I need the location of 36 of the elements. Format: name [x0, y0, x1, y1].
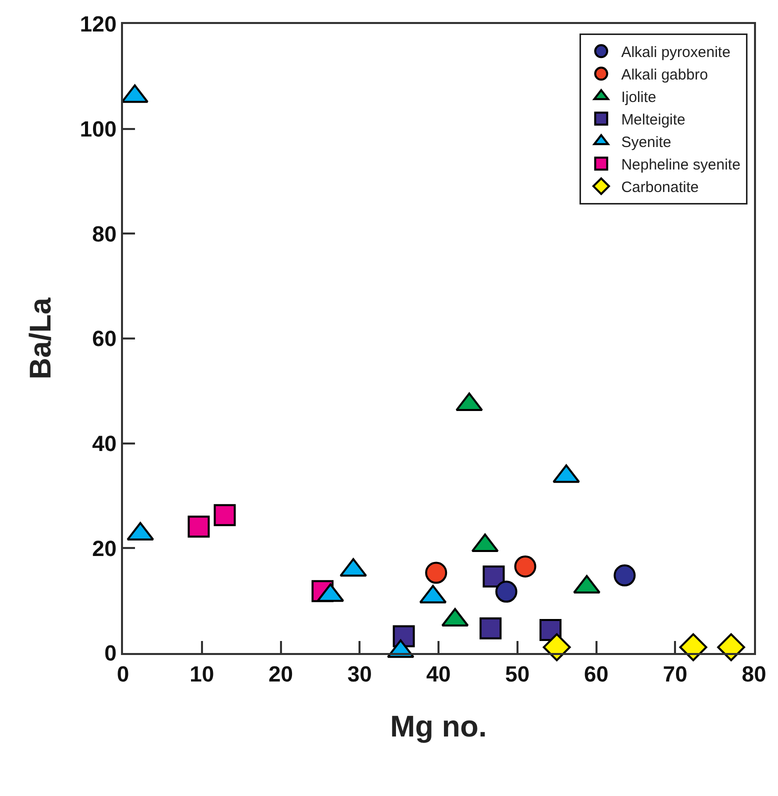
point: [495, 580, 518, 603]
y-tick-label: 100: [80, 116, 117, 142]
point: [679, 633, 708, 662]
point: [542, 633, 571, 662]
point: [188, 516, 210, 538]
point: [614, 564, 636, 586]
legend-label: Nepheline syenite: [621, 156, 740, 174]
x-tick-label: 10: [190, 661, 214, 686]
point: [514, 556, 536, 578]
y-tick-label: 120: [80, 12, 117, 37]
y-tick-label: 0: [104, 640, 117, 666]
x-tick-label: 80: [742, 661, 766, 686]
legend-label: Carbonatite: [621, 179, 699, 196]
x-tick-label: 20: [268, 661, 293, 686]
point: [482, 565, 505, 588]
legend-label: Melteigite: [621, 112, 686, 129]
x-tick-label: 30: [347, 661, 372, 686]
x-tick-label: 40: [426, 661, 451, 686]
x-tick-label: 60: [584, 661, 608, 686]
y-tick-label: 40: [92, 431, 117, 456]
legend-label: Alkali gabbro: [621, 66, 708, 84]
x-tick-label: 50: [505, 661, 530, 686]
point: [717, 633, 746, 662]
y-tick-label: 80: [92, 221, 117, 246]
point: [425, 562, 448, 584]
x-axis-title: Mg no.: [390, 710, 487, 744]
y-axis-title: Ba/La: [24, 297, 58, 380]
legend-label: Ijolite: [621, 89, 656, 106]
point: [480, 617, 502, 640]
y-tick-label: 20: [92, 536, 117, 561]
y-tick-label: 60: [92, 326, 117, 352]
point: [214, 504, 236, 526]
point: [392, 625, 415, 648]
legend-label: Syenite: [621, 134, 672, 152]
x-tick-label: 70: [662, 661, 688, 686]
legend-label: Alkali pyroxenite: [621, 44, 730, 62]
